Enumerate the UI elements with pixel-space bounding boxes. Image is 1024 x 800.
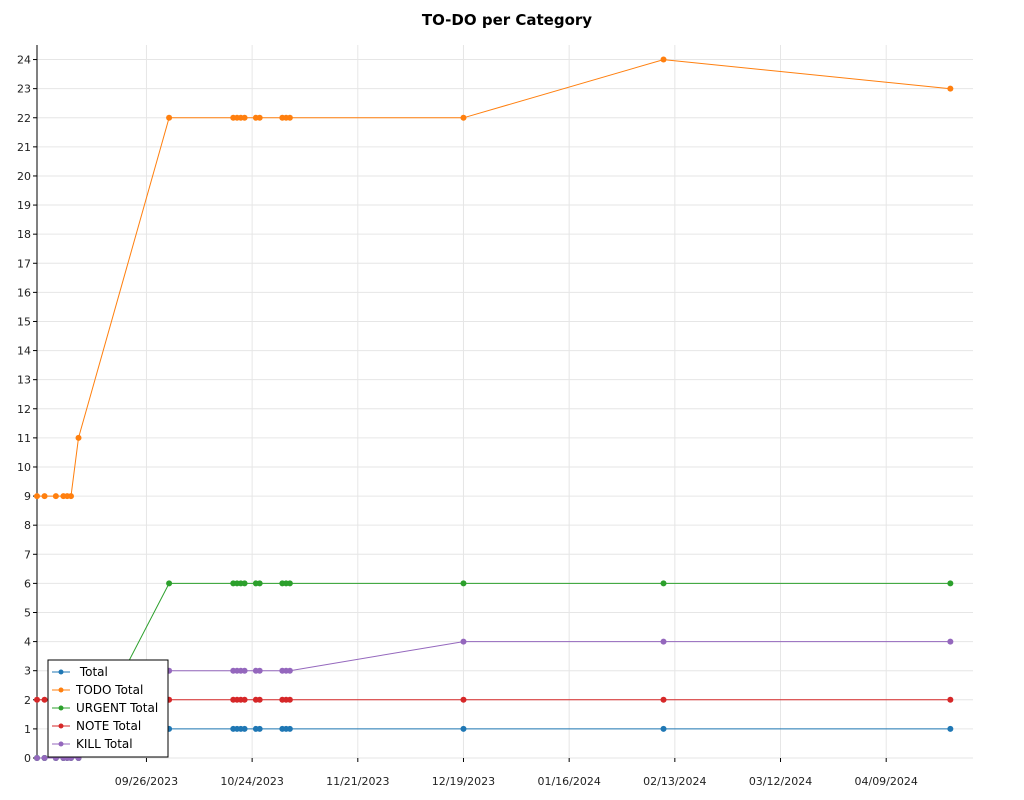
- y-tick-label: 14: [17, 345, 31, 358]
- y-tick-label: 17: [17, 257, 31, 270]
- series-layer: [34, 56, 954, 761]
- data-point-note-total: [41, 696, 48, 703]
- data-point-total: [660, 725, 667, 732]
- y-tick-label: 9: [24, 490, 31, 503]
- legend-label-note-total: NOTE Total: [76, 719, 141, 733]
- y-tick-label: 15: [17, 315, 31, 328]
- series-line-todo-total: [37, 59, 951, 497]
- y-tick-label: 24: [17, 54, 31, 67]
- x-tick-label: 04/09/2024: [854, 775, 917, 788]
- data-point-note-total: [460, 696, 467, 703]
- data-point-todo-total: [67, 493, 74, 500]
- data-point-note-total: [660, 696, 667, 703]
- y-tick-label: 0: [24, 752, 31, 765]
- data-point-note-total: [241, 696, 248, 703]
- y-tick-label: 13: [17, 374, 31, 387]
- legend-label-kill-total: KILL Total: [76, 737, 133, 751]
- legend-swatch-marker-todo-total: [58, 687, 64, 693]
- y-tick-label: 6: [24, 577, 31, 590]
- y-tick-label: 20: [17, 170, 31, 183]
- data-point-urgent-total: [166, 580, 173, 587]
- x-tick-label: 02/13/2024: [643, 775, 706, 788]
- x-tick-label: 09/26/2023: [115, 775, 178, 788]
- y-tick-label: 3: [24, 665, 31, 678]
- legend: Total TODO Total URGENT Total NOTE Total KIL…: [47, 659, 169, 758]
- x-tick-label: 03/12/2024: [749, 775, 812, 788]
- data-point-todo-total: [75, 434, 82, 441]
- data-point-kill-total: [241, 667, 248, 674]
- data-point-kill-total: [41, 755, 48, 761]
- legend-label-urgent-total: URGENT Total: [76, 701, 158, 715]
- legend-swatch-marker-kill-total: [58, 741, 64, 747]
- data-point-todo-total: [660, 56, 667, 63]
- data-point-note-total: [947, 696, 954, 703]
- data-point-kill-total: [256, 667, 263, 674]
- data-point-total: [460, 725, 467, 732]
- y-tick-label: 19: [17, 199, 31, 212]
- data-point-kill-total: [34, 755, 40, 761]
- data-point-kill-total: [286, 667, 293, 674]
- data-point-urgent-total: [947, 580, 954, 587]
- data-point-urgent-total: [286, 580, 293, 587]
- data-point-urgent-total: [660, 580, 667, 587]
- x-tick-label: 12/19/2023: [432, 775, 495, 788]
- data-point-todo-total: [241, 114, 248, 121]
- data-point-todo-total: [34, 493, 40, 500]
- data-point-urgent-total: [256, 580, 263, 587]
- data-point-total: [286, 725, 293, 732]
- data-point-todo-total: [256, 114, 263, 121]
- data-point-todo-total: [460, 114, 467, 121]
- grid: [37, 45, 973, 759]
- data-point-total: [256, 725, 263, 732]
- data-point-total: [241, 725, 248, 732]
- data-point-kill-total: [660, 638, 667, 645]
- data-point-note-total: [34, 696, 40, 703]
- legend-swatch-marker-urgent-total: [58, 705, 64, 711]
- y-tick-label: 5: [24, 606, 31, 619]
- data-point-note-total: [256, 696, 263, 703]
- y-tick-label: 22: [17, 112, 31, 125]
- data-point-urgent-total: [241, 580, 248, 587]
- legend-swatch-marker-total: [58, 669, 64, 675]
- legend-swatch-marker-note-total: [58, 723, 64, 729]
- axes: 0123456789101112131415161718192021222324…: [17, 45, 918, 788]
- x-tick-label: 11/21/2023: [326, 775, 389, 788]
- chart-title: TO-DO per Category: [422, 11, 592, 29]
- y-tick-label: 23: [17, 83, 31, 96]
- data-point-total: [947, 725, 954, 732]
- y-tick-label: 7: [24, 548, 31, 561]
- y-tick-label: 12: [17, 403, 31, 416]
- legend-label-todo-total: TODO Total: [75, 683, 143, 697]
- y-tick-label: 8: [24, 519, 31, 532]
- data-point-urgent-total: [460, 580, 467, 587]
- data-point-kill-total: [947, 638, 954, 645]
- y-tick-label: 11: [17, 432, 31, 445]
- data-point-note-total: [286, 696, 293, 703]
- y-tick-label: 1: [24, 723, 31, 736]
- y-tick-label: 21: [17, 141, 31, 154]
- y-tick-label: 18: [17, 228, 31, 241]
- data-point-todo-total: [41, 493, 48, 500]
- data-point-todo-total: [166, 114, 173, 121]
- series-line-total: [37, 728, 951, 759]
- x-tick-label: 01/16/2024: [537, 775, 600, 788]
- x-tick-label: 10/24/2023: [220, 775, 283, 788]
- legend-label-total: Total: [76, 665, 108, 679]
- y-tick-label: 4: [24, 636, 31, 649]
- data-point-todo-total: [947, 85, 954, 92]
- y-tick-label: 2: [24, 694, 31, 707]
- data-point-todo-total: [286, 114, 293, 121]
- y-tick-label: 10: [17, 461, 31, 474]
- y-tick-label: 16: [17, 286, 31, 299]
- data-point-todo-total: [52, 493, 59, 500]
- data-point-kill-total: [460, 638, 467, 645]
